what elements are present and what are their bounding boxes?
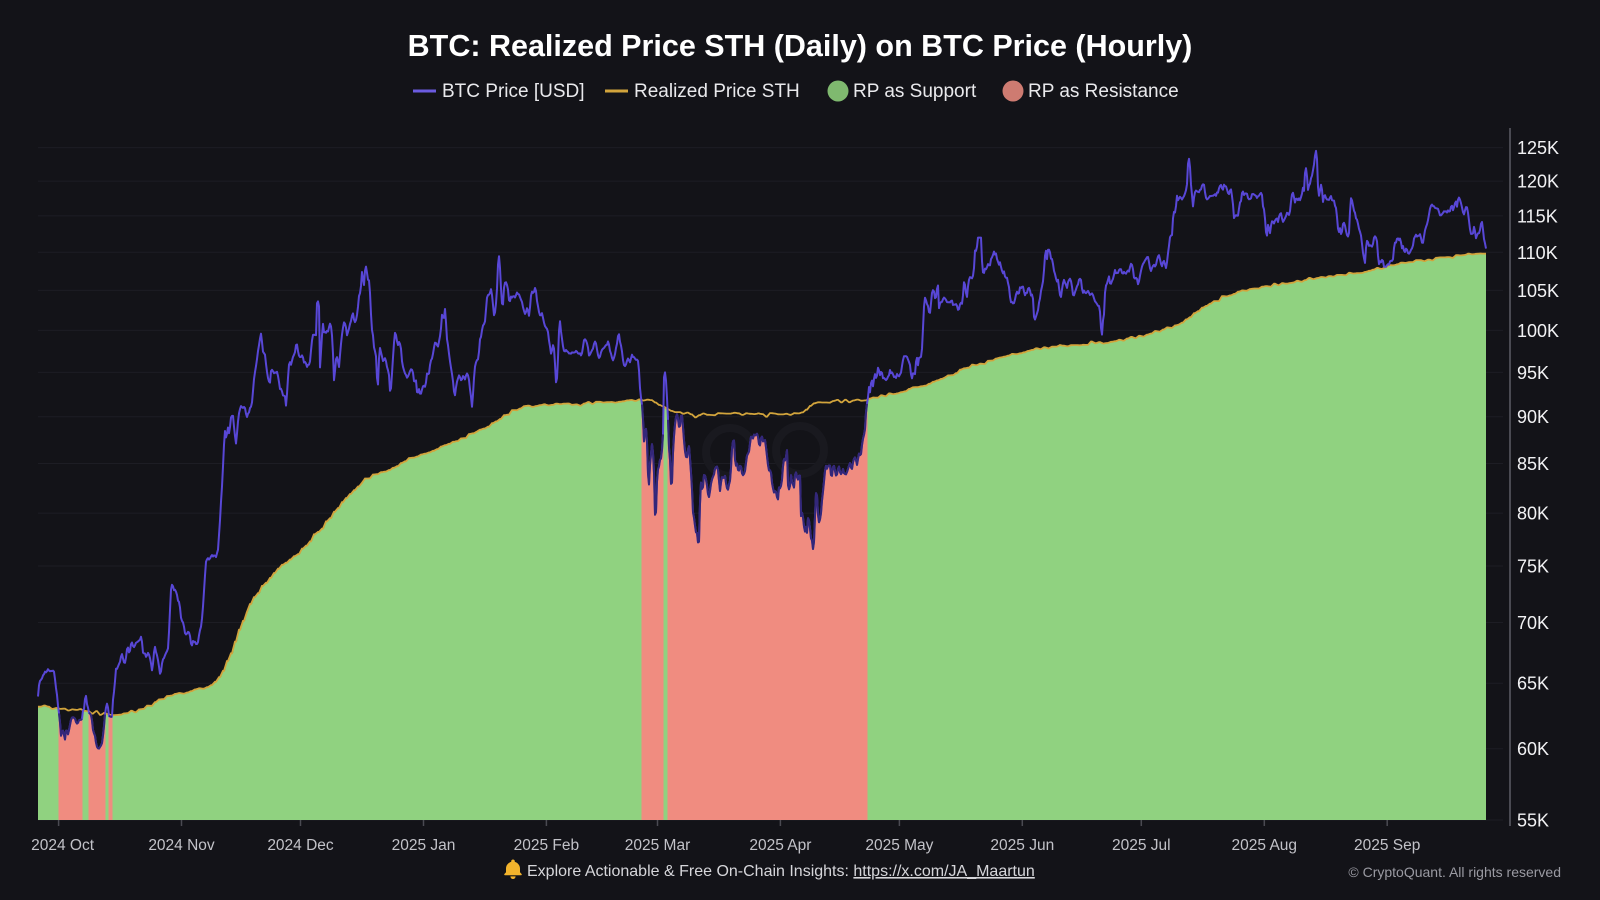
svg-text:80K: 80K bbox=[1517, 504, 1549, 524]
svg-text:110K: 110K bbox=[1517, 243, 1558, 263]
svg-text:2024 Oct: 2024 Oct bbox=[31, 837, 95, 854]
svg-text:2025 Jan: 2025 Jan bbox=[392, 837, 456, 854]
svg-text:60K: 60K bbox=[1517, 739, 1549, 759]
svg-text:2025 Mar: 2025 Mar bbox=[625, 837, 690, 854]
svg-text:Explore Actionable & Free On-C: Explore Actionable & Free On-Chain Insig… bbox=[527, 863, 1035, 880]
svg-text:125K: 125K bbox=[1517, 138, 1559, 158]
svg-text:90K: 90K bbox=[1517, 407, 1549, 427]
svg-text:95K: 95K bbox=[1517, 363, 1549, 383]
svg-text:2025 Sep: 2025 Sep bbox=[1354, 837, 1420, 854]
svg-text:85K: 85K bbox=[1517, 454, 1549, 474]
svg-text:70K: 70K bbox=[1517, 613, 1549, 633]
svg-text:2025 Feb: 2025 Feb bbox=[514, 837, 580, 854]
svg-text:2025 May: 2025 May bbox=[865, 837, 933, 854]
svg-text:75K: 75K bbox=[1517, 557, 1549, 577]
svg-text:100K: 100K bbox=[1517, 321, 1559, 341]
svg-text:BTC: Realized Price STH (Daily: BTC: Realized Price STH (Daily) on BTC P… bbox=[408, 29, 1193, 63]
svg-text:2024 Nov: 2024 Nov bbox=[148, 837, 215, 854]
svg-text:105K: 105K bbox=[1517, 281, 1559, 301]
svg-text:© CryptoQuant. All rights rese: © CryptoQuant. All rights reserved bbox=[1348, 864, 1561, 880]
svg-text:115K: 115K bbox=[1517, 206, 1558, 226]
svg-text:2025 Jun: 2025 Jun bbox=[990, 837, 1054, 854]
svg-text:2025 Aug: 2025 Aug bbox=[1232, 837, 1298, 854]
svg-text:55K: 55K bbox=[1517, 811, 1549, 831]
svg-text:Realized Price STH: Realized Price STH bbox=[634, 81, 800, 102]
svg-text:BTC Price [USD]: BTC Price [USD] bbox=[442, 81, 585, 102]
svg-text:RP as Resistance: RP as Resistance bbox=[1028, 81, 1179, 102]
svg-text:RP as Support: RP as Support bbox=[853, 81, 977, 102]
svg-text:120K: 120K bbox=[1517, 172, 1559, 192]
svg-text:65K: 65K bbox=[1517, 674, 1549, 694]
svg-text:2025 Jul: 2025 Jul bbox=[1112, 837, 1171, 854]
svg-text:2024 Dec: 2024 Dec bbox=[267, 837, 334, 854]
svg-text:2025 Apr: 2025 Apr bbox=[749, 837, 811, 854]
